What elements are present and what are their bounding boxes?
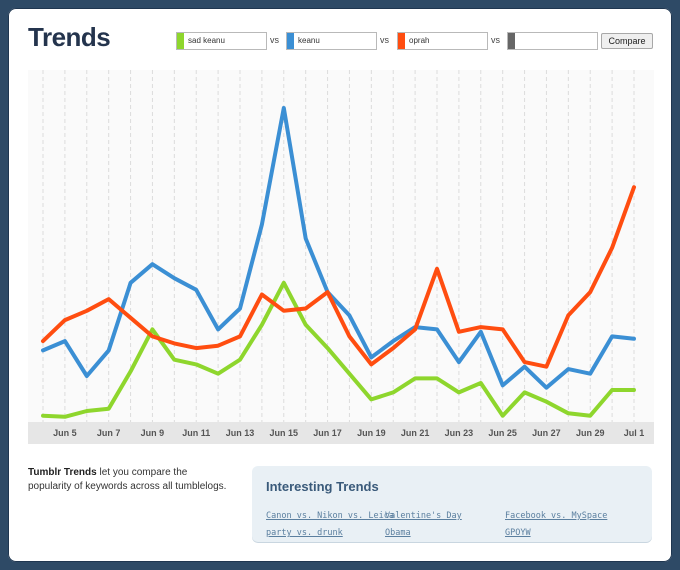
keyword-4-color-swatch (508, 33, 515, 49)
description-brand: Tumblr Trends (28, 467, 97, 478)
chart-x-tick-label: Jun 21 (401, 428, 430, 438)
trend-link-canon-nikon-leica[interactable]: Canon vs. Nikon vs. Leica (266, 511, 394, 521)
page-title: Trends (28, 22, 111, 52)
keyword-input-2[interactable]: keanu (286, 32, 377, 50)
keyword-3-color-swatch (398, 33, 405, 49)
chart-x-tick-label: Jun 23 (445, 428, 474, 438)
vs-label-1: vs (270, 35, 279, 45)
chart-plot-area (28, 70, 654, 422)
trends-line-chart: Jun 5 Jun 7 Jun 9 Jun 11 Jun 13 Jun 15 Jun 17 J… (28, 70, 654, 444)
chart-x-tick-label: Jul 1 (624, 428, 645, 438)
vs-label-2: vs (380, 35, 389, 45)
keyword-2-value: keanu (298, 36, 320, 45)
keyword-1-color-swatch (177, 33, 184, 49)
trends-card: Trends sad keanu vs keanu vs oprah vs Co… (8, 8, 672, 562)
chart-x-tick-label: Jun 25 (488, 428, 517, 438)
keyword-3-value: oprah (409, 36, 430, 45)
chart-x-tick-label: Jun 13 (226, 428, 255, 438)
trend-link-valentines-day[interactable]: Valentine's Day (385, 511, 462, 521)
chart-x-tick-label: Jun 17 (313, 428, 342, 438)
chart-x-tick-label: Jun 9 (141, 428, 165, 438)
chart-series-line-keanu (41, 106, 636, 390)
chart-x-tick-label: Jun 19 (357, 428, 386, 438)
trend-link-obama[interactable]: Obama (385, 528, 411, 538)
chart-x-tick-label: Jun 7 (97, 428, 121, 438)
compare-button[interactable]: Compare (601, 33, 653, 49)
keyword-input-4[interactable] (507, 32, 598, 50)
chart-series-line-sad-keanu (41, 280, 636, 419)
chart-x-tick-label: Jun 15 (270, 428, 299, 438)
interesting-trends-heading: Interesting Trends (266, 479, 379, 494)
chart-x-tick-label: Jun 29 (576, 428, 605, 438)
chart-series-line-oprah (41, 185, 636, 369)
keyword-2-color-swatch (287, 33, 294, 49)
chart-x-axis-bar (28, 422, 654, 444)
trend-link-gpoyw[interactable]: GPOYW (505, 528, 531, 538)
chart-x-tick-label: Jun 11 (182, 428, 210, 438)
trend-link-party-drunk[interactable]: party vs. drunk (266, 528, 343, 538)
description-text: let you compare the popularity of keywor… (28, 467, 227, 492)
interesting-trends-panel: Interesting Trends Canon vs. Nikon vs. L… (252, 466, 652, 542)
vs-label-3: vs (491, 35, 500, 45)
description: Tumblr Trends let you compare the popula… (28, 466, 228, 494)
keyword-input-3[interactable]: oprah (397, 32, 488, 50)
chart-x-tick-label: Jun 5 (53, 428, 77, 438)
trend-link-facebook-myspace[interactable]: Facebook vs. MySpace (505, 511, 608, 521)
keyword-1-value: sad keanu (188, 36, 225, 45)
chart-x-tick-label: Jun 27 (532, 428, 561, 438)
keyword-input-1[interactable]: sad keanu (176, 32, 267, 50)
